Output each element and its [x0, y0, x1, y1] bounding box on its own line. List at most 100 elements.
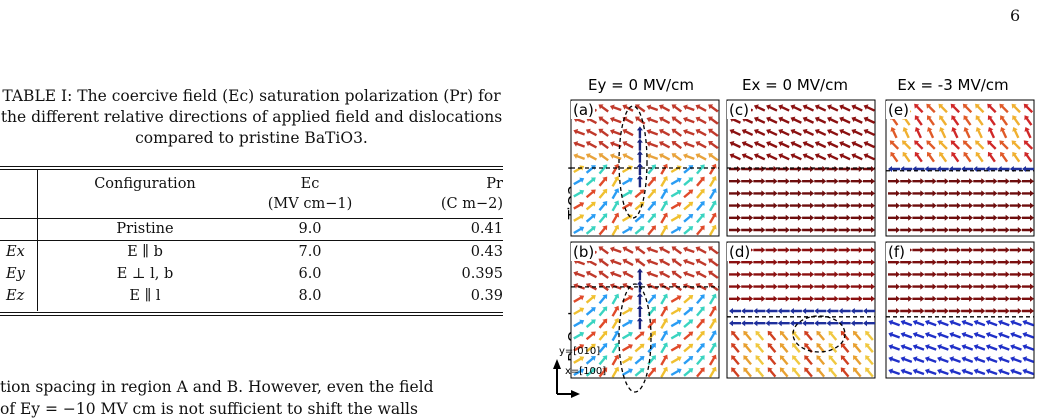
polarization-arrow — [850, 271, 863, 278]
polarization-arrow — [973, 368, 986, 376]
polarization-arrow — [646, 116, 659, 124]
polarization-arrow — [888, 331, 901, 339]
polarization-arrow — [792, 355, 801, 366]
polarization-arrow — [950, 103, 961, 114]
polarization-arrow — [611, 176, 620, 187]
polarization-arrow — [961, 319, 974, 327]
polarization-arrow — [900, 319, 913, 327]
polarization-arrow — [987, 151, 996, 163]
polarization-arrow — [765, 308, 778, 314]
polarization-arrow — [840, 367, 850, 378]
polarization-arrow — [1000, 115, 1009, 126]
polarization-arrow — [573, 368, 585, 377]
polarization-arrow — [622, 246, 634, 254]
polarization-arrow — [683, 226, 694, 235]
table-row-rule — [0, 240, 503, 241]
polarization-arrow — [670, 226, 682, 235]
polarization-arrow — [789, 190, 802, 197]
polarization-arrow — [816, 355, 826, 366]
polarization-arrow — [924, 356, 937, 363]
polarization-arrow — [1012, 151, 1021, 163]
polarization-arrow — [696, 164, 705, 175]
polarization-arrow — [814, 190, 827, 197]
polarization-arrow — [814, 247, 827, 253]
polarization-arrow — [975, 140, 985, 150]
polarization-arrow — [636, 163, 643, 175]
polarization-arrow — [912, 178, 925, 185]
polarization-arrow — [973, 190, 986, 197]
polarization-arrow — [741, 153, 754, 161]
polarization-arrow — [585, 141, 598, 149]
polarization-arrow — [924, 331, 937, 339]
polarization-arrow — [779, 343, 789, 353]
polarization-arrow — [936, 295, 949, 302]
polarization-arrow — [889, 140, 900, 150]
polarization-arrow — [1009, 259, 1022, 266]
polarization-arrow — [598, 213, 608, 224]
polarization-arrow — [802, 202, 815, 209]
polarization-arrow — [1010, 356, 1022, 363]
polarization-arrow — [1022, 166, 1034, 172]
polarization-arrow — [670, 344, 682, 352]
polarization-arrow — [1024, 126, 1032, 139]
polarization-arrow — [790, 141, 802, 149]
polarization-arrow — [1022, 368, 1035, 376]
polarization-arrow — [997, 214, 1010, 221]
polarization-arrow — [647, 367, 656, 378]
polarization-arrow — [777, 320, 790, 327]
polarization-arrow — [863, 295, 875, 302]
polarization-arrow — [863, 190, 875, 197]
polarization-arrow — [900, 190, 913, 197]
polarization-arrow — [777, 214, 790, 221]
polarization-arrow — [814, 116, 827, 124]
polarization-arrow — [951, 151, 960, 163]
polarization-arrow — [850, 259, 863, 266]
polarization-arrow — [789, 308, 802, 314]
polarization-arrow — [634, 331, 645, 341]
page-number: 6 — [1010, 6, 1021, 25]
polarization-arrow — [647, 176, 656, 187]
polarization-arrow — [729, 178, 741, 185]
polarization-arrow — [789, 320, 802, 327]
polarization-arrow — [789, 178, 802, 185]
polarization-arrow — [937, 344, 949, 351]
polarization-arrow — [708, 293, 717, 305]
polarization-arrow — [695, 104, 707, 112]
polarization-arrow — [671, 270, 683, 279]
polarization-arrow — [851, 116, 863, 124]
polarization-arrow — [778, 128, 790, 137]
polarization-arrow — [635, 258, 646, 267]
polarization-arrow — [827, 128, 839, 137]
polarization-arrow — [621, 177, 633, 186]
polarization-arrow — [802, 116, 815, 124]
polarization-arrow — [939, 115, 948, 126]
polarization-arrow — [708, 188, 717, 200]
polarization-arrow — [708, 330, 717, 342]
polarization-arrow — [753, 308, 766, 314]
polarization-arrow — [741, 295, 754, 302]
polarization-arrow — [839, 116, 851, 124]
polarization-arrow — [924, 202, 937, 209]
polarization-arrow — [683, 319, 694, 328]
polarization-arrow — [975, 151, 984, 163]
polarization-arrow — [1011, 140, 1021, 150]
polarization-arrow — [863, 202, 875, 209]
polarization-arrow — [973, 283, 986, 290]
polarization-arrow — [802, 141, 815, 149]
polarization-arrow — [778, 141, 790, 149]
polarization-arrow — [670, 202, 682, 210]
polarization-arrow — [802, 259, 815, 266]
polarization-arrow — [802, 227, 815, 233]
polarization-arrow — [814, 227, 827, 233]
polarization-arrow — [729, 214, 741, 221]
polarization-arrow — [838, 308, 851, 314]
polarization-arrow — [937, 356, 949, 363]
polarization-arrow — [912, 214, 925, 221]
polarization-arrow — [765, 271, 778, 278]
polarization-arrow — [814, 259, 827, 266]
polarization-arrow — [814, 202, 827, 209]
polarization-arrow — [658, 270, 671, 279]
polarization-arrow — [621, 189, 633, 198]
polarization-arrow — [753, 202, 766, 209]
polarization-arrow — [611, 318, 620, 329]
